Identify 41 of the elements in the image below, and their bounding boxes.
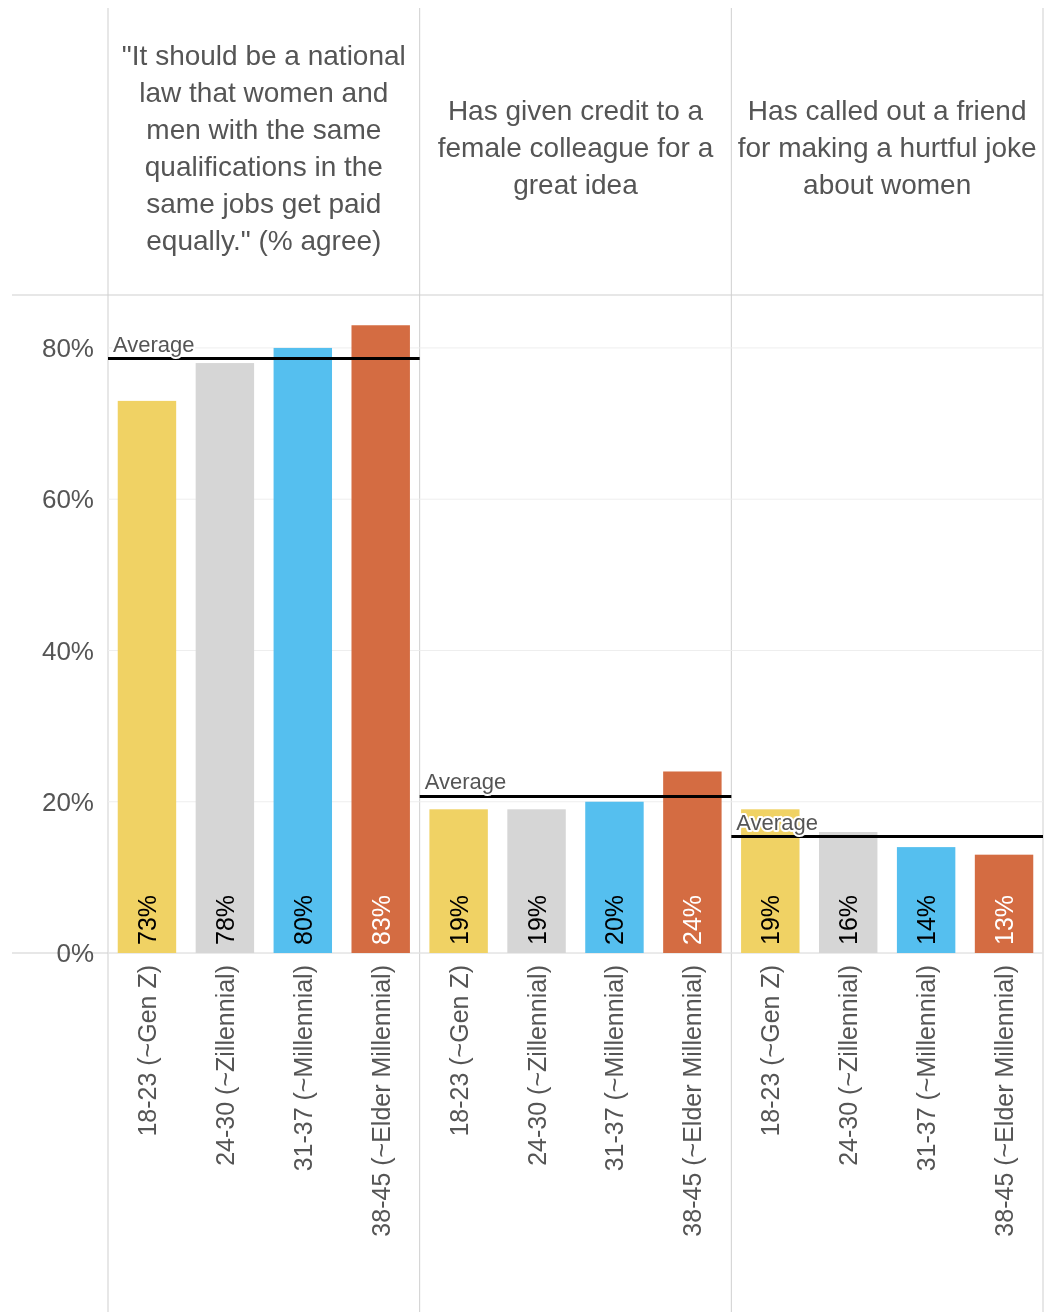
bar <box>117 400 177 953</box>
x-tick-label: 38-45 (~Elder Millennial) <box>366 965 395 1237</box>
bar <box>273 347 333 953</box>
x-tick-label: 38-45 (~Elder Millennial) <box>990 965 1019 1237</box>
data-label: 19% <box>522 894 551 945</box>
x-tick-label: 24-30 (~Zillennial) <box>210 965 239 1166</box>
chart-title: Has called out a friend for making a hurtful joke about women <box>737 95 1037 200</box>
data-label: 19% <box>444 894 473 945</box>
chart-title: Has given credit to a female colleague for a great idea <box>437 95 714 200</box>
data-label: 83% <box>366 894 395 945</box>
data-label: 16% <box>834 894 863 945</box>
data-label: 73% <box>132 894 161 945</box>
x-tick-label: 24-30 (~Zillennial) <box>834 965 863 1166</box>
x-tick-label: 18-23 (~Gen Z) <box>756 965 785 1137</box>
data-label: 14% <box>912 894 941 945</box>
data-label: 24% <box>678 894 707 945</box>
bar <box>974 854 1034 953</box>
data-label: 19% <box>756 894 785 945</box>
x-tick-label: 31-37 (~Millennial) <box>912 965 941 1172</box>
bar <box>351 325 410 953</box>
ref-line-label: Average <box>113 331 195 357</box>
data-label: 78% <box>210 894 239 945</box>
y-tick-label: 80% <box>41 333 94 364</box>
x-tick-label: 38-45 (~Elder Millennial) <box>678 965 707 1237</box>
x-tick-label: 18-23 (~Gen Z) <box>132 965 161 1137</box>
y-tick-label: 0% <box>56 938 94 969</box>
x-tick-label: 18-23 (~Gen Z) <box>444 965 473 1137</box>
data-label: 13% <box>990 894 1019 945</box>
x-tick-label: 24-30 (~Zillennial) <box>522 965 551 1166</box>
data-label: 20% <box>600 894 629 945</box>
y-tick-label: 20% <box>41 786 94 817</box>
bar <box>818 831 878 953</box>
data-label: 80% <box>288 894 317 945</box>
y-tick-label: 40% <box>41 635 94 666</box>
bar <box>195 363 255 953</box>
x-tick-label: 31-37 (~Millennial) <box>288 965 317 1172</box>
x-tick-label: 31-37 (~Millennial) <box>600 965 629 1172</box>
chart-title: "It should be a national law that women and men with the same qualifications in the same jobs get paid equally." (% agree) <box>121 39 406 256</box>
y-tick-label: 60% <box>41 484 94 515</box>
bar <box>896 847 956 953</box>
ref-line-label: Average <box>424 769 507 795</box>
